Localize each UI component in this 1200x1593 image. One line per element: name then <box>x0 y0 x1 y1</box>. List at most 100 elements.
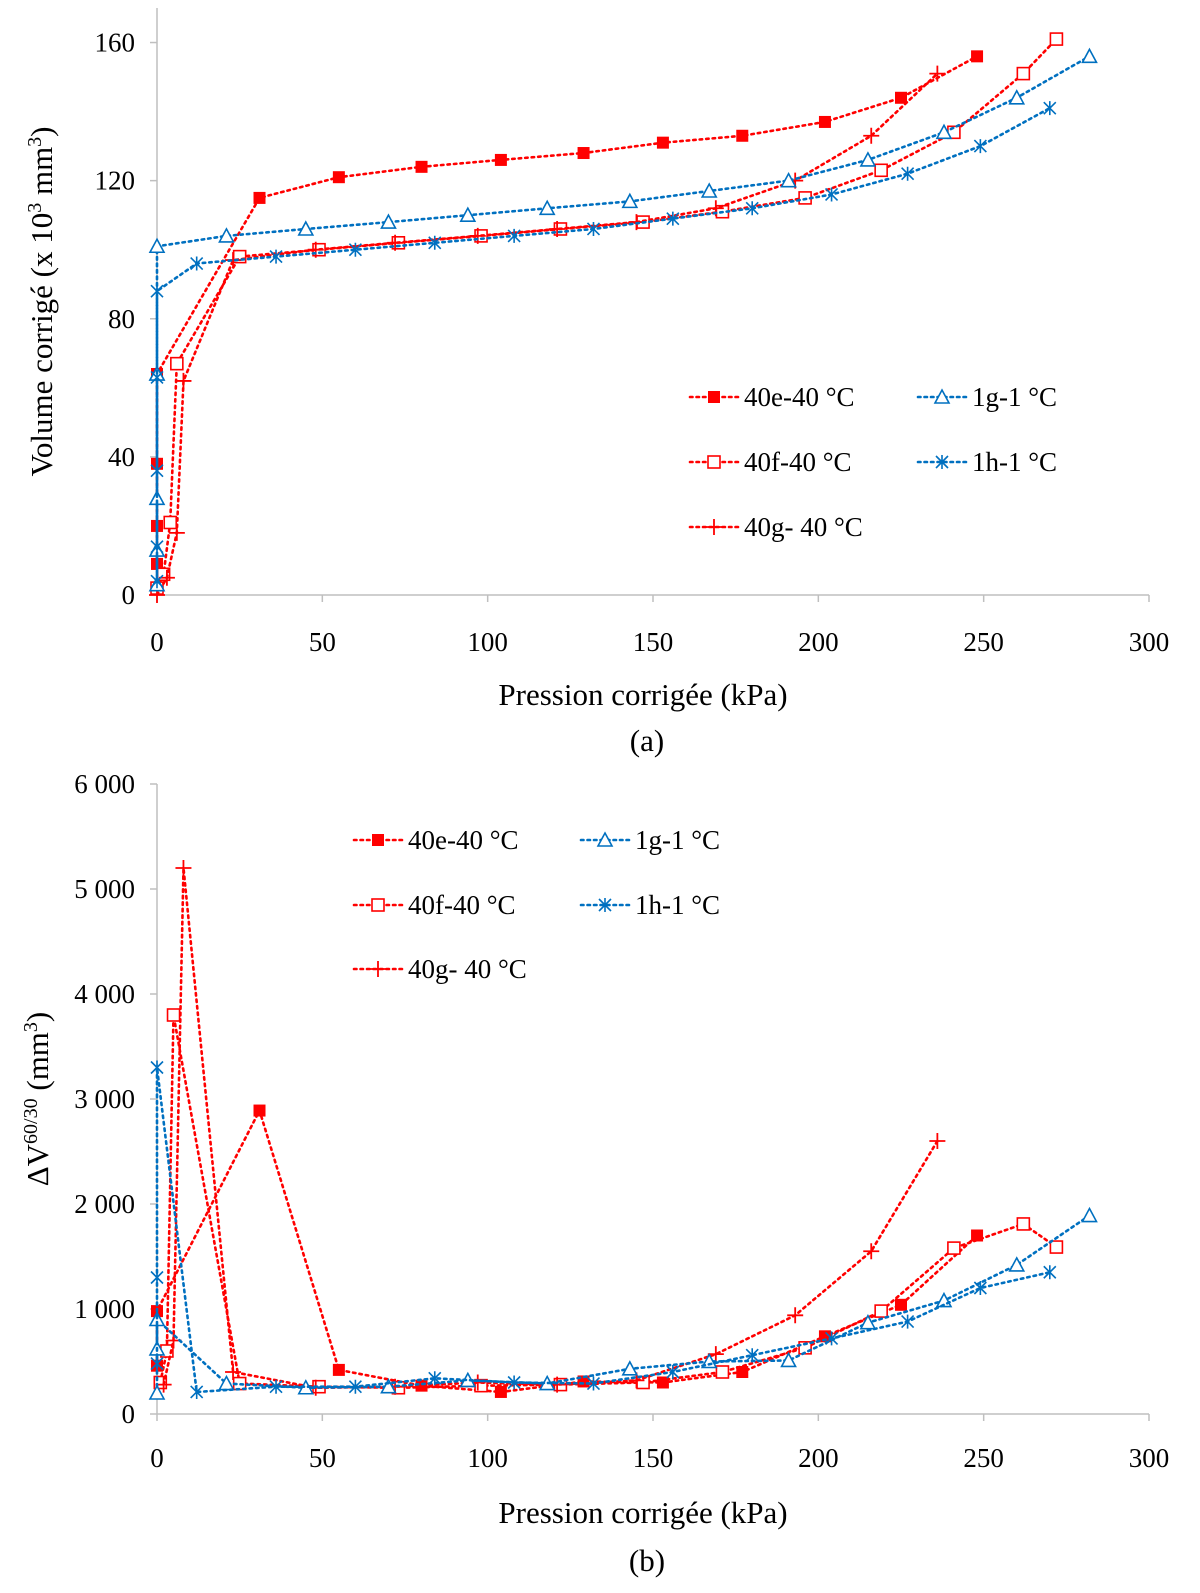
series-line <box>159 1014 1058 1390</box>
data-point <box>859 1313 877 1330</box>
x-tick-label: 300 <box>1129 627 1170 657</box>
data-point <box>736 1366 749 1378</box>
legend-item: 40g- 40 °C <box>688 512 863 542</box>
data-point <box>148 237 166 254</box>
data-point <box>895 1298 907 1311</box>
data-point <box>225 1364 242 1380</box>
data-point <box>538 199 556 216</box>
y-axis-title: Volume corrigé (x 103 mm3) <box>24 126 59 476</box>
y-tick-label: 120 <box>95 166 136 196</box>
y-tick-label: 4 000 <box>74 979 135 1009</box>
legend-label: 1h-1 °C <box>972 447 1057 477</box>
legend-item: 1h-1 °C <box>916 447 1057 477</box>
data-point <box>901 1314 915 1329</box>
data-point <box>745 1348 759 1363</box>
data-point <box>780 171 797 188</box>
data-point <box>707 1346 724 1363</box>
x-tick-label: 200 <box>798 1443 839 1473</box>
data-point <box>150 574 164 589</box>
data-point <box>175 860 192 876</box>
legend-item: 40f-40 °C <box>352 890 516 920</box>
chart-b: 0 1 000 2 000 3 000 4 000 5 000 6 000 0 50 100 150… <box>20 769 1169 1578</box>
data-point <box>577 147 590 160</box>
legend-label: 40g- 40 °C <box>744 512 863 542</box>
series-5 <box>150 1060 1057 1399</box>
data-point <box>1016 66 1031 81</box>
data-point <box>874 1304 888 1318</box>
x-tick-label: 100 <box>467 627 508 657</box>
series-line <box>155 106 1052 583</box>
data-point <box>348 242 362 257</box>
series-5 <box>150 101 1057 589</box>
data-point <box>929 1133 946 1149</box>
data-point <box>332 171 345 184</box>
data-point <box>175 372 192 389</box>
data-point <box>818 1330 831 1343</box>
legend-label: 1g-1 °C <box>972 382 1057 412</box>
data-point <box>621 192 639 209</box>
legend-item: 40e-40 °C <box>352 825 519 855</box>
data-point <box>549 220 566 237</box>
data-point <box>387 234 404 251</box>
x-tick-label: 300 <box>1129 1443 1170 1473</box>
data-point <box>150 284 164 299</box>
y-tick-label: 5 000 <box>74 874 135 904</box>
legend-marker <box>933 388 951 404</box>
legend-marker <box>372 834 384 846</box>
series-line <box>155 1107 979 1394</box>
legend-label: 1g-1 °C <box>635 825 720 855</box>
y-tick-label: 3 000 <box>74 1084 135 1114</box>
data-point <box>269 1379 283 1394</box>
data-point <box>929 65 946 82</box>
data-point <box>459 206 477 222</box>
y-tick-label: 6 000 <box>74 769 135 799</box>
data-point <box>150 1270 164 1285</box>
data-point <box>253 1104 266 1117</box>
legend-marker <box>370 961 386 977</box>
data-point <box>947 1241 961 1255</box>
data-point <box>332 1363 345 1376</box>
data-point <box>818 115 831 128</box>
y-axis-title: ΔV60/30 (mm3) <box>20 1012 55 1187</box>
data-point <box>1008 89 1026 105</box>
data-point <box>666 1365 680 1379</box>
legend-marker <box>707 455 721 469</box>
y-axis-title-part: 3 <box>24 203 46 213</box>
legend-item: 40e-40 °C <box>688 382 855 412</box>
legend-label: 1h-1 °C <box>635 890 720 920</box>
data-point <box>895 91 907 104</box>
x-tick-label: 50 <box>309 627 336 657</box>
data-point <box>507 228 521 243</box>
y-axis-title-part: mm <box>24 147 59 203</box>
series-line <box>155 37 1058 590</box>
data-point <box>745 201 759 216</box>
figure-caption: (b) <box>629 1543 665 1578</box>
x-tick-label: 200 <box>798 627 839 657</box>
x-tick-label: 0 <box>150 627 164 657</box>
data-point <box>1049 32 1064 46</box>
data-point <box>190 1384 204 1399</box>
data-point <box>973 1281 987 1295</box>
legend-label: 40g- 40 °C <box>408 954 527 984</box>
y-tick-label: 40 <box>108 442 135 472</box>
x-tick-label: 150 <box>633 627 674 657</box>
data-point <box>170 356 184 371</box>
data-point <box>1081 47 1098 64</box>
data-point <box>150 370 164 385</box>
data-point <box>780 1351 797 1368</box>
data-point <box>935 123 953 140</box>
data-point <box>307 241 324 258</box>
y-tick-label: 160 <box>95 28 136 58</box>
x-tick-label: 50 <box>309 1443 336 1473</box>
data-point <box>507 1375 521 1390</box>
data-point <box>971 50 984 63</box>
legend-item: 1g-1 °C <box>916 382 1057 412</box>
legend-item: 1g-1 °C <box>579 825 720 855</box>
y-axis-title-part: 3 <box>24 137 46 147</box>
legend-item: 1h-1 °C <box>579 890 720 920</box>
y-axis-title-part: (mm <box>20 1032 55 1098</box>
legend-marker <box>596 831 614 847</box>
legend-marker <box>935 455 949 469</box>
legend-label: 40f-40 °C <box>744 447 852 477</box>
y-axis-title-part: 60/30 <box>20 1098 42 1144</box>
